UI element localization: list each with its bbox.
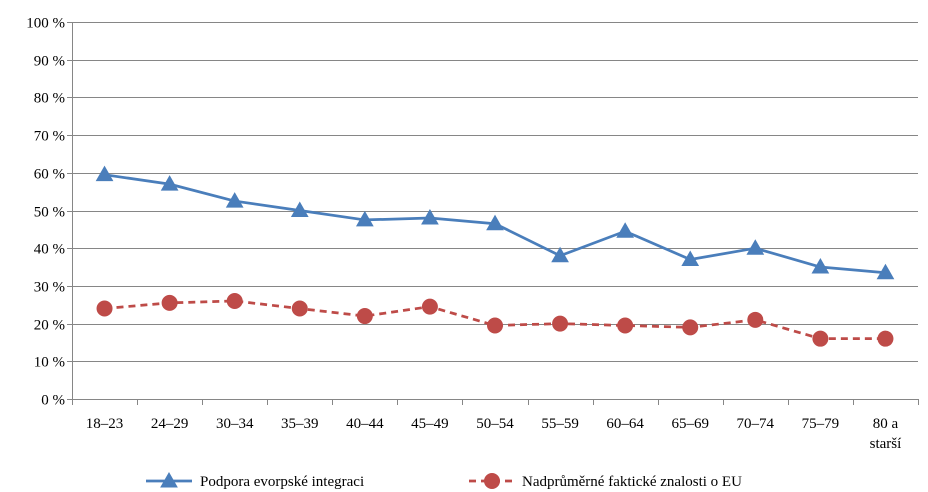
- y-tick-label: 70 %: [34, 129, 65, 145]
- axes: [72, 22, 918, 400]
- x-tick-label: 18–23: [86, 416, 124, 432]
- data-point: [225, 192, 244, 208]
- x-tick-label: 24–29: [151, 416, 189, 432]
- series-2: [96, 292, 894, 347]
- data-point: [421, 209, 439, 225]
- x-tick-label: starší: [870, 436, 902, 452]
- x-tick-label: 65–69: [671, 416, 709, 432]
- y-tick-label: 20 %: [34, 318, 65, 334]
- x-tick-label: 80 a: [873, 416, 899, 432]
- x-tick-label: 75–79: [802, 416, 840, 432]
- legend-label: Nadprůměrné faktické znalosti o EU: [522, 474, 742, 490]
- gridlines: [72, 22, 918, 362]
- x-tick-label: 30–34: [216, 416, 254, 432]
- y-tick-label: 30 %: [34, 280, 65, 296]
- data-point: [487, 317, 503, 334]
- y-tick-label: 50 %: [34, 205, 65, 221]
- data-point: [682, 319, 699, 336]
- legend-item-1: Podpora evorpské integraci: [146, 471, 364, 490]
- data-point: [95, 165, 114, 182]
- data-point: [812, 330, 829, 347]
- legend-item-2: Nadprůměrné faktické znalosti o EU: [469, 473, 742, 490]
- data-point: [226, 292, 243, 309]
- data-point: [290, 201, 309, 217]
- data-point: [421, 298, 438, 315]
- data-point: [876, 263, 895, 280]
- y-tick-label: 90 %: [34, 54, 65, 70]
- data-point: [161, 294, 178, 311]
- data-point: [617, 317, 634, 334]
- data-point: [96, 300, 113, 317]
- x-tick-label: 40–44: [346, 416, 384, 432]
- data-point: [355, 210, 374, 227]
- legend-label: Podpora evorpské integraci: [200, 474, 364, 490]
- x-tick-label: 70–74: [737, 416, 775, 432]
- y-tick-label: 80 %: [34, 91, 65, 107]
- data-point: [877, 330, 894, 347]
- y-tick-label: 10 %: [34, 355, 65, 371]
- x-tick-label: 35–39: [281, 416, 319, 432]
- legend-marker: [160, 471, 178, 488]
- x-axis-ticks: 18–23 24–29 30–34 35–39 40–44 45–49 50–54 55–59…: [72, 399, 919, 452]
- series-group: [95, 165, 895, 347]
- data-point: [811, 258, 830, 274]
- data-point: [746, 239, 765, 255]
- data-point: [552, 315, 569, 332]
- data-point: [551, 246, 569, 263]
- y-tick-label: 100 %: [26, 16, 65, 32]
- x-tick-label: 55–59: [541, 416, 579, 432]
- data-point: [356, 308, 373, 325]
- y-tick-label: 60 %: [34, 167, 65, 183]
- y-tick-label: 40 %: [34, 242, 65, 258]
- x-tick-label: 45–49: [411, 416, 449, 432]
- data-point: [616, 222, 635, 238]
- data-point: [681, 250, 700, 267]
- legend: Podpora evorpské integraci Nadprůměrné fa…: [146, 471, 742, 490]
- data-point: [291, 300, 308, 317]
- x-tick-label: 50–54: [476, 416, 514, 432]
- data-point: [486, 214, 504, 231]
- legend-marker: [484, 473, 500, 489]
- data-point: [747, 311, 764, 328]
- y-axis-ticks: 0 % 10 % 20 % 30 % 40 % 50 % 60 % 70 % 80 % 90 % 1…: [26, 16, 72, 409]
- y-tick-label: 0 %: [41, 393, 65, 409]
- data-point: [160, 175, 179, 191]
- x-tick-label: 60–64: [606, 416, 644, 432]
- series-1: [95, 165, 895, 280]
